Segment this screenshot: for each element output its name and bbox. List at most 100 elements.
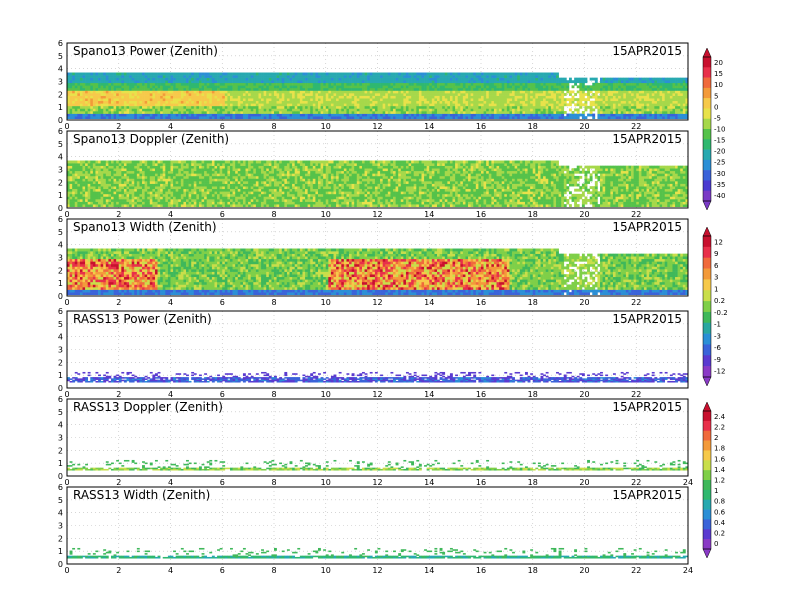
heatmap-cell [126,199,130,202]
heatmap-cell [607,100,611,104]
heatmap-cell [462,93,466,96]
heatmap-cell [294,82,298,86]
heatmap-cell [504,72,508,76]
heatmap-cell [672,95,676,99]
heatmap-cell [173,199,176,202]
heatmap-cell [468,93,471,96]
heatmap-cell [196,72,200,76]
heatmap-cell [85,103,88,107]
heatmap-cell [462,72,466,76]
heatmap-cell [669,100,673,104]
heatmap-cell [72,201,76,205]
heatmap-cell [131,178,135,182]
heatmap-cell [160,170,164,174]
heatmap-cell [297,75,301,78]
heatmap-cell [258,113,262,117]
y-tick-label: 1 [58,103,63,112]
heatmap-cell [312,85,316,89]
heatmap-cell [204,75,208,78]
heatmap-cell [499,108,502,112]
heatmap-cell [100,188,104,192]
heatmap-cell [426,82,430,86]
heatmap-cell [393,72,396,76]
heatmap-cell [651,85,655,89]
heatmap-cell [240,105,244,109]
heatmap-cell [600,77,603,81]
heatmap-cell [481,82,484,86]
heatmap-cell [424,93,427,96]
heatmap-cell [204,116,208,120]
heatmap-cell [504,80,508,84]
heatmap-cell [209,108,213,112]
heatmap-cell [509,98,513,102]
heatmap-cell [589,100,593,104]
heatmap-cell [504,93,508,96]
heatmap-cell [633,100,637,104]
heatmap-cell [354,98,358,102]
heatmap-cell [400,75,404,78]
heatmap-cell [302,75,306,78]
heatmap-cell [72,103,76,107]
heatmap-cell [380,116,383,120]
heatmap-cell [556,103,559,107]
heatmap-cell [79,186,83,190]
heatmap-cell [253,77,257,81]
heatmap-cell [429,87,433,91]
heatmap-cell [110,175,114,179]
heatmap-cell [398,98,402,102]
heatmap-cell [553,103,557,107]
heatmap-cell [424,77,427,81]
heatmap-cell [612,113,616,117]
heatmap-cell [292,100,295,104]
x-tick-label: 22 [631,122,641,131]
heatmap-cell [424,100,427,104]
heatmap-cell [154,183,158,187]
heatmap-cell [263,105,267,109]
heatmap-cell [341,105,345,109]
heatmap-cell [211,82,215,86]
heatmap-cell [478,113,482,117]
heatmap-cell [142,95,145,99]
heatmap-cell [131,93,135,96]
heatmap-cell [390,108,394,112]
heatmap-cell [186,87,189,91]
heatmap-cell [317,90,321,94]
heatmap-cell [439,72,443,76]
heatmap-cell [261,98,264,102]
heatmap-cell [638,82,642,86]
heatmap-cell [204,105,208,109]
heatmap-cell [160,116,164,120]
heatmap-cell [431,85,435,89]
heatmap-cell [338,105,342,109]
heatmap-cell [631,98,634,102]
heatmap-cell [193,100,197,104]
heatmap-cell [139,111,143,114]
heatmap-cell [307,100,311,104]
heatmap-cell [680,113,684,117]
heatmap-cell [374,85,378,89]
heatmap-cell [196,80,200,84]
heatmap-cell [429,72,433,76]
heatmap-cell [605,116,609,120]
heatmap-cell [268,87,272,91]
heatmap-cell [152,100,156,104]
heatmap-cell [103,80,107,84]
heatmap-cell [105,87,109,91]
y-tick-label: 0 [58,116,63,125]
heatmap-cell [175,188,179,192]
heatmap-cell [457,105,461,109]
heatmap-cell [336,82,339,86]
heatmap-cell [79,178,83,182]
heatmap-cell [230,108,233,112]
heatmap-cell [437,90,440,94]
heatmap-cell [408,80,412,84]
heatmap-cell [336,100,339,104]
heatmap-cell [186,75,189,78]
heatmap-cell [644,77,647,81]
heatmap-cell [325,87,329,91]
heatmap-cell [142,82,145,86]
heatmap-cell [527,80,531,84]
heatmap-cell [372,85,376,89]
heatmap-cell [618,116,622,120]
heatmap-cell [160,77,164,81]
